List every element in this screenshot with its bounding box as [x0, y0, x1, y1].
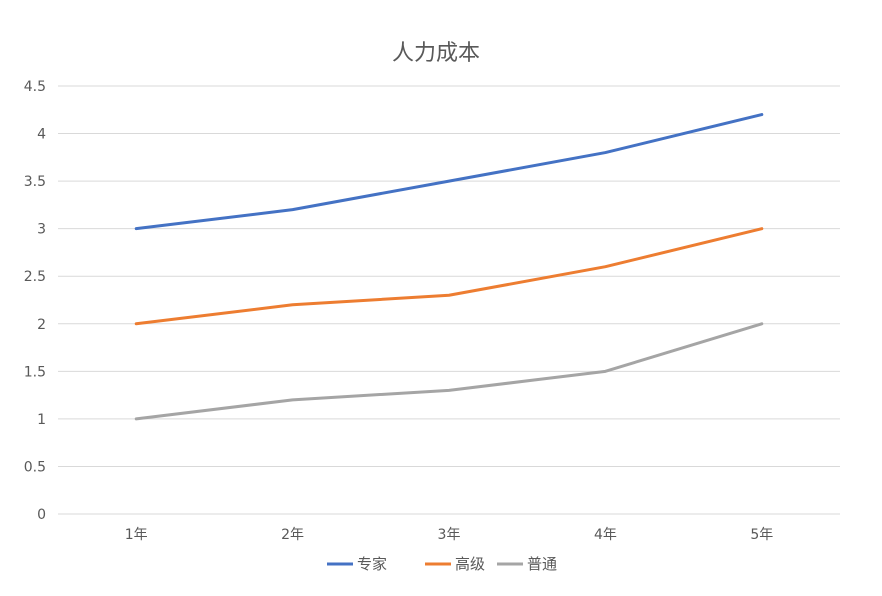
legend: 专家 高级 普通 [327, 555, 557, 573]
y-tick-label: 3.5 [24, 174, 46, 190]
series-line-1 [134, 227, 764, 326]
x-tick-label: 1年 [125, 527, 148, 543]
y-tick-label: 4 [37, 127, 46, 143]
y-axis-ticks: 0 0.5 1 1.5 2 2.5 3 3.5 4 4.5 [24, 79, 46, 523]
y-tick-label: 2.5 [24, 269, 46, 285]
series-lines [134, 113, 764, 421]
legend-label: 普通 [527, 555, 557, 573]
x-tick-label: 5年 [750, 527, 773, 543]
x-tick-label: 2年 [281, 527, 304, 543]
gridlines [58, 85, 840, 515]
x-axis-ticks: 1年 2年 3年 4年 5年 [125, 527, 774, 543]
y-tick-label: 2 [37, 317, 46, 333]
legend-label: 专家 [357, 555, 387, 573]
y-tick-label: 1 [37, 412, 46, 428]
y-tick-label: 0 [37, 507, 46, 523]
series-line-2 [134, 322, 764, 421]
y-tick-label: 3 [37, 222, 46, 238]
legend-label: 高级 [455, 555, 485, 573]
y-tick-label: 1.5 [24, 364, 46, 380]
chart-title: 人力成本 [392, 41, 480, 66]
x-tick-label: 3年 [438, 527, 461, 543]
series-line-0 [134, 113, 764, 231]
y-tick-label: 4.5 [24, 79, 46, 95]
x-tick-label: 4年 [594, 527, 617, 543]
y-tick-label: 0.5 [24, 459, 46, 475]
